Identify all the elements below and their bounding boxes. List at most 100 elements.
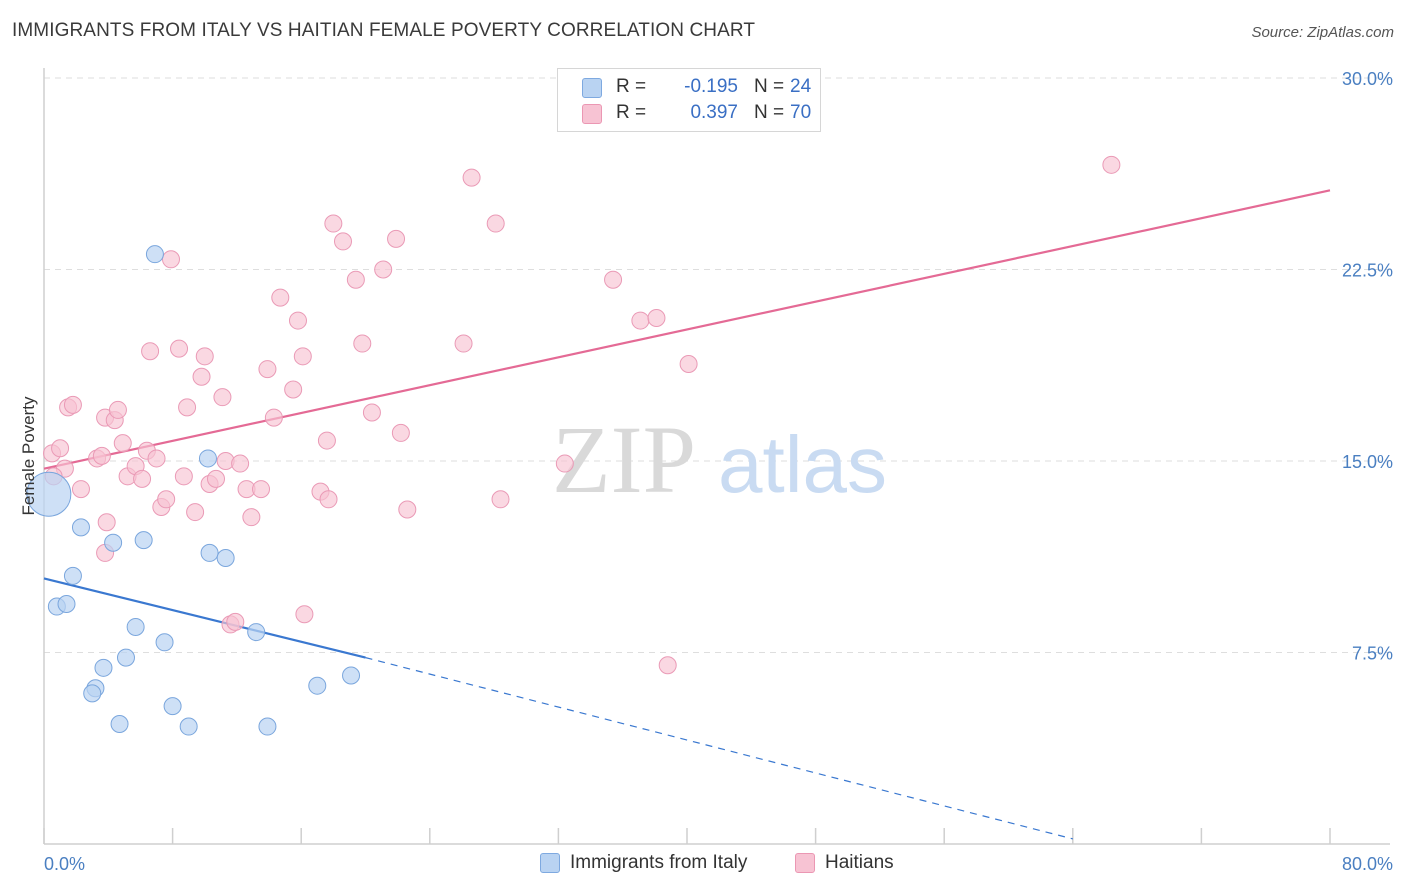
italy-point <box>111 715 128 732</box>
legend-swatch-haitians <box>582 104 602 124</box>
haitians-point <box>114 435 131 452</box>
y-tick-label: 15.0% <box>1342 452 1393 472</box>
haitians-point <box>162 251 179 268</box>
bottom-legend-swatch-haitians <box>795 853 815 873</box>
stats-legend: R = -0.195 N = 24 R = 0.397 N = 70 <box>557 68 821 132</box>
bottom-legend-label-haitians: Haitians <box>825 852 894 874</box>
haitians-point <box>392 424 409 441</box>
haitians-point <box>296 606 313 623</box>
trend-lines <box>44 190 1330 839</box>
bottom-legend-label-italy: Immigrants from Italy <box>570 852 747 874</box>
haitians-point <box>109 401 126 418</box>
italy-point <box>343 667 360 684</box>
haitians-point <box>363 404 380 421</box>
italy-point <box>105 534 122 551</box>
haitians-point <box>179 399 196 416</box>
italy-point <box>135 532 152 549</box>
haitians-point <box>175 468 192 485</box>
haitians-point <box>285 381 302 398</box>
legend-n-label: N = <box>754 102 784 124</box>
haitians-point <box>318 432 335 449</box>
italy-point <box>95 659 112 676</box>
italy-point <box>180 718 197 735</box>
haitians-point <box>187 504 204 521</box>
haitians-point <box>142 343 159 360</box>
haitians-point <box>388 230 405 247</box>
legend-r-label: R = <box>616 102 646 124</box>
haitians-point <box>375 261 392 278</box>
haitians-point <box>334 233 351 250</box>
haitians-point <box>1103 156 1120 173</box>
haitians-point <box>208 470 225 487</box>
italy-point <box>156 634 173 651</box>
haitians-point <box>253 481 270 498</box>
y-tick-label: 7.5% <box>1352 644 1393 664</box>
grid-lines <box>44 78 1390 653</box>
legend-swatch-italy <box>582 78 602 98</box>
haitians-point <box>232 455 249 472</box>
axes <box>44 68 1390 844</box>
italy-point <box>217 550 234 567</box>
y-tick-labels: 7.5% 15.0% 22.5% 30.0% <box>1342 69 1393 664</box>
x-tick-label: 80.0% <box>1342 854 1393 874</box>
haitians-point <box>487 215 504 232</box>
italy-point <box>248 624 265 641</box>
italy-point <box>309 677 326 694</box>
haitians-point <box>632 312 649 329</box>
bottom-legend-swatch-italy <box>540 853 560 873</box>
haitians-point <box>272 289 289 306</box>
haitians-point <box>98 514 115 531</box>
haitians-point <box>294 348 311 365</box>
haitians-point <box>214 389 231 406</box>
legend-r-label: R = <box>616 76 646 98</box>
italy-point <box>127 618 144 635</box>
y-tick-label: 22.5% <box>1342 261 1393 281</box>
y-tick-label: 30.0% <box>1342 69 1393 89</box>
haitians-point <box>72 481 89 498</box>
haitians-point <box>605 271 622 288</box>
legend-r-value: 0.397 <box>650 102 738 124</box>
haitians-point <box>347 271 364 288</box>
haitians-point <box>227 613 244 630</box>
haitians-point <box>243 509 260 526</box>
haitians-point <box>134 470 151 487</box>
italy-point <box>84 685 101 702</box>
haitians-point <box>64 396 81 413</box>
haitians-point <box>320 491 337 508</box>
watermark-atlas: atlas <box>718 420 887 509</box>
haitians-point <box>463 169 480 186</box>
italy-point <box>164 698 181 715</box>
haitians-point <box>52 440 69 457</box>
y-axis-label: Female Poverty <box>19 396 38 516</box>
legend-n-label: N = <box>754 76 784 98</box>
x-ticks <box>44 828 1330 844</box>
scatter-chart: ZIP atlas 7.5%15.0%22.5%30.0% 0.0% 80.0% … <box>0 0 1406 892</box>
italy-point <box>58 595 75 612</box>
italy-point <box>117 649 134 666</box>
x-tick-label: 0.0% <box>44 854 85 874</box>
legend-n-value: 70 <box>790 102 811 124</box>
haitians-point <box>93 447 110 464</box>
haitians-point <box>492 491 509 508</box>
italy-point <box>259 718 276 735</box>
italy-point <box>146 246 163 263</box>
italy-trend-extension <box>366 658 1073 839</box>
legend-n-value: 24 <box>790 76 811 98</box>
haitians-point <box>158 491 175 508</box>
haitians-point <box>680 355 697 372</box>
watermark: ZIP atlas <box>552 406 887 513</box>
haitians-point <box>289 312 306 329</box>
legend-r-value: -0.195 <box>650 76 738 98</box>
italy-point <box>64 567 81 584</box>
haitians-point <box>659 657 676 674</box>
haitians-point <box>171 340 188 357</box>
haitians-point <box>556 455 573 472</box>
italy-point <box>72 519 89 536</box>
haitians-point <box>193 368 210 385</box>
haitians-point <box>265 409 282 426</box>
haitians-point <box>259 361 276 378</box>
haitians-point <box>354 335 371 352</box>
haitians-point <box>196 348 213 365</box>
haitians-point <box>325 215 342 232</box>
italy-point <box>199 450 216 467</box>
